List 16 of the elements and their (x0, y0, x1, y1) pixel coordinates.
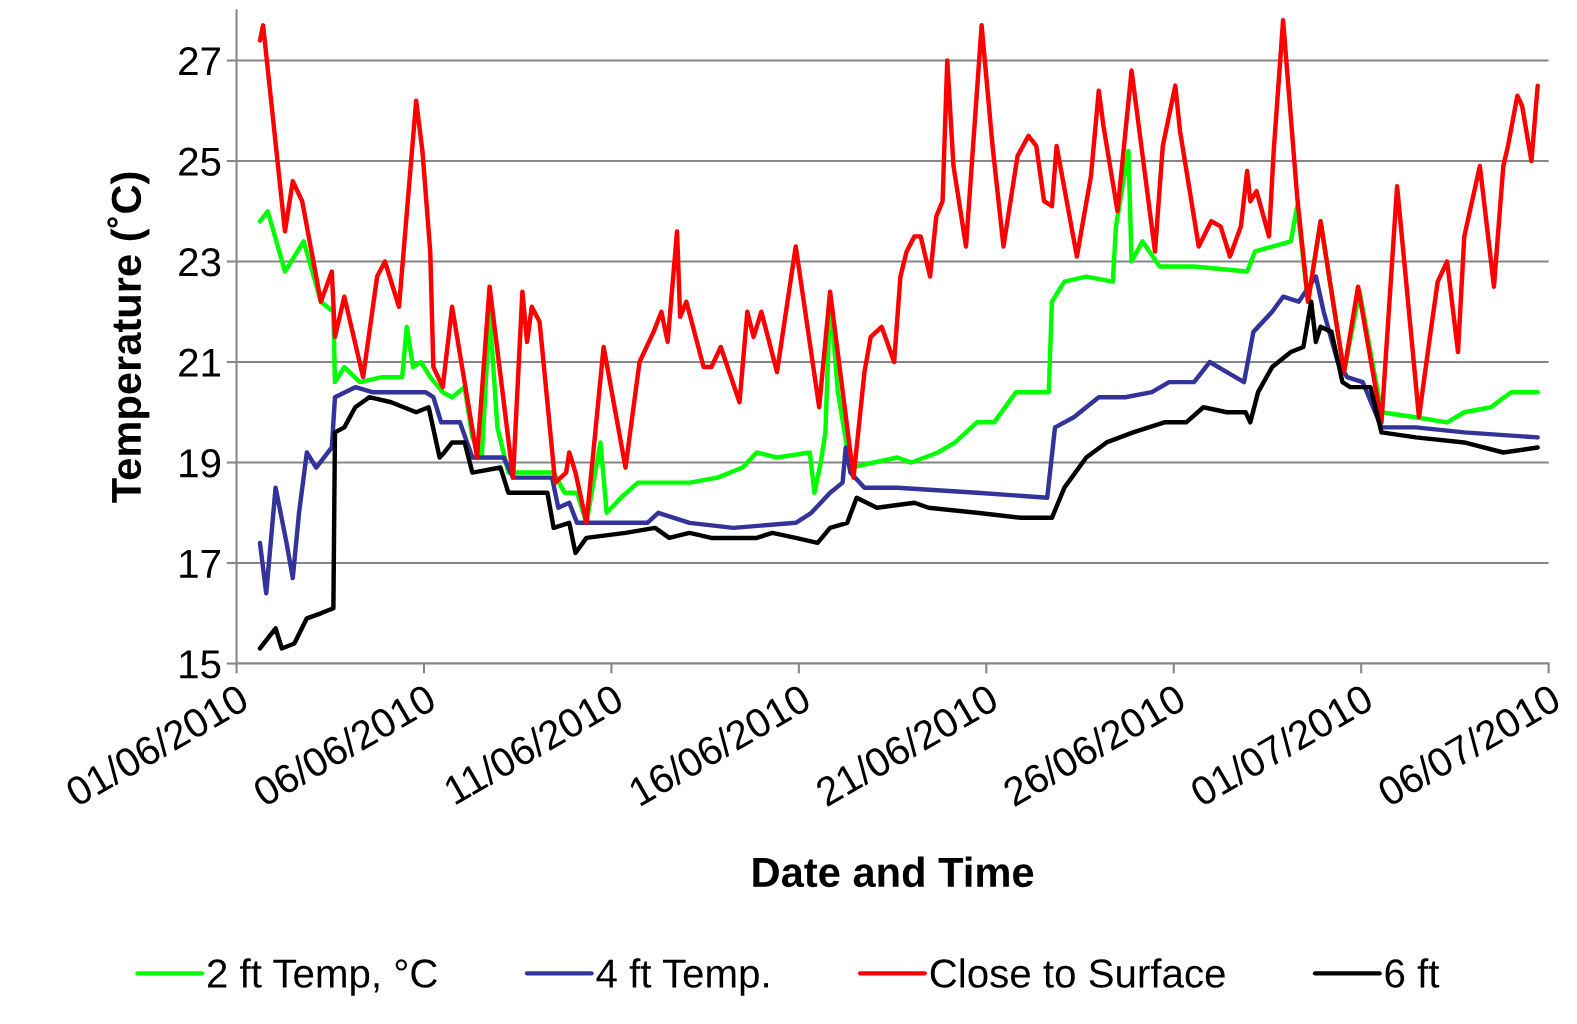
y-tick-label: 17 (180, 549, 220, 578)
legend-label: 4 ft Temp. (596, 958, 768, 996)
y-tick-label: 15 (180, 650, 221, 679)
legend-label: 6 ft (1385, 958, 1440, 988)
line-series (257, 18, 1540, 526)
y-tick-label: 27 (179, 46, 220, 76)
line-series (257, 299, 1540, 651)
y-tick-label: 23 (179, 247, 221, 277)
y-tick-label: 21 (179, 348, 221, 377)
y-tick-label: 19 (180, 449, 221, 478)
y-tick-label: 25 (179, 147, 221, 176)
legend-label: 2 ft Temp, °C (207, 958, 437, 996)
line-series (257, 274, 1540, 596)
legend-label: Close to Surface (930, 958, 1225, 988)
x-axis-title: Date and Time (753, 856, 1034, 888)
y-axis-title: Temperature (˚C) (107, 172, 150, 503)
